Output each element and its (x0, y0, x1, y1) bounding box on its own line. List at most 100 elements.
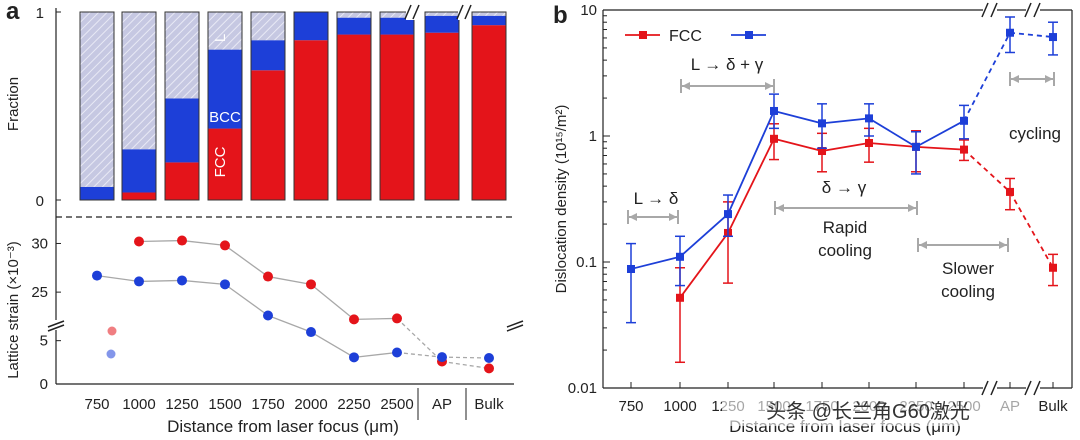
arrow-delta-gamma-head-r (908, 204, 916, 212)
bar-bcc-750 (80, 186, 114, 200)
strain-point-1-Bulk (484, 353, 494, 363)
bar-fcc-2000 (294, 40, 328, 201)
break-mark-b-3 (1033, 380, 1041, 396)
bar-liquid-2500 (380, 12, 414, 18)
x-tick-a-AP: AP (432, 396, 452, 413)
fraction-tick-0: 0 (36, 193, 44, 210)
disl-point-1-1000 (676, 252, 684, 261)
strain-line-seg-1-8 (396, 351, 443, 358)
disl-point-1-AP (1006, 28, 1014, 37)
disl-point-1-1750 (818, 119, 826, 128)
disl-point-1-Bulk (1049, 33, 1057, 42)
bar-outline-AP (424, 11, 460, 201)
strain-line-seg-0-7 (353, 317, 398, 321)
disl-line-seg-1-6 (868, 117, 917, 148)
disl-point-1-2250 (912, 142, 920, 151)
strain-line-seg-0-3 (181, 239, 226, 247)
x-tick-a-2500: 2500 (380, 396, 413, 413)
bar-label-fcc: FCC (212, 146, 229, 177)
strain-point-1-AP (437, 352, 447, 363)
strain-axis-label: Lattice strain (×10⁻³) (5, 241, 22, 379)
strain-point-0-2000 (306, 279, 316, 290)
watermark-bg (722, 396, 1022, 426)
arrow-delta-gamma-head-l (776, 204, 784, 212)
bar-fcc-1000 (122, 192, 156, 200)
bar-outline-1000 (121, 11, 157, 201)
strain-point-0-1750 (263, 271, 273, 282)
disl-line-seg-0-5 (821, 142, 870, 152)
strain-right-break-mark (506, 324, 524, 332)
x-tick-b-Bulk: Bulk (1038, 398, 1068, 415)
strain-line-seg-1-4 (224, 283, 269, 317)
disl-point-1-2500 (960, 116, 968, 125)
bar-label-bcc: BCC (209, 109, 241, 126)
bar-fcc-2250 (337, 34, 371, 201)
break-mark-a-top-1 (464, 4, 472, 20)
bar-liquid-2250 (337, 12, 371, 18)
disl-line-seg-1-3 (727, 110, 775, 215)
bar-bcc-1750 (251, 40, 285, 71)
arrow-slower-head-r (999, 241, 1007, 249)
break-mark-b-0 (990, 2, 998, 18)
strain-point-0-1250 (177, 235, 187, 246)
disl-point-0-Bulk (1049, 263, 1057, 272)
fraction-tick-1: 1 (36, 5, 44, 22)
strain-line-seg-0-5 (267, 275, 312, 285)
bar-liquid-AP (425, 12, 459, 16)
arrow-l-delta-head-r (669, 213, 677, 221)
disl-point-1-1500 (770, 106, 778, 115)
disl-line-seg-0-3 (727, 138, 775, 234)
bar-fcc-Bulk (472, 25, 506, 200)
strain-line-seg-1-1 (96, 274, 140, 283)
panel-label-b: b (553, 2, 568, 29)
strain-line-seg-0-8 (396, 317, 443, 362)
x-tick-b-1000: 1000 (663, 398, 696, 415)
bar-bcc-2500 (380, 17, 414, 35)
bar-outline-750 (79, 11, 115, 201)
strain-axis-break-gap (48, 320, 64, 330)
annotation-delta-gamma: δ → γ (822, 178, 867, 197)
strain-line-seg-0-2 (138, 239, 183, 243)
bar-liquid-Bulk (472, 12, 506, 16)
bar-liquid-1250 (165, 12, 199, 99)
bar-label-liquid: L (212, 34, 229, 42)
annotation-cycling: cycling (1009, 124, 1061, 143)
bar-bcc-Bulk (472, 15, 506, 26)
disl-point-0-AP (1006, 187, 1014, 196)
strain-tick-lower-1: 5 (40, 333, 48, 350)
arrow-l-delta-gamma-head-r (765, 82, 773, 90)
bar-outline-2250 (336, 11, 372, 201)
strain-point-1-750 (92, 270, 102, 281)
strain-tick-lower-0: 0 (40, 376, 48, 393)
bar-bcc-1500 (208, 49, 242, 129)
bar-outline-1250 (164, 11, 200, 201)
arrow-cycling-head-l (1011, 75, 1019, 83)
strain-point-1-1750 (263, 310, 273, 321)
bar-liquid-750 (80, 12, 114, 187)
strain-point-0-1500 (220, 240, 230, 251)
disl-point-1-750 (627, 264, 635, 273)
bar-fcc-1250 (165, 162, 199, 200)
bar-liquid-1000 (122, 12, 156, 150)
disl-line-seg-1-9 (1009, 31, 1054, 38)
bar-outline-1750 (250, 11, 286, 201)
bar-bcc-AP (425, 15, 459, 33)
disl-line-seg-1-7 (915, 120, 965, 148)
strain-point-1-1500 (220, 279, 230, 290)
disl-point-1-2000 (865, 114, 873, 123)
x-tick-a-1500: 1500 (208, 396, 241, 413)
annotation-l-delta: L → δ (634, 189, 679, 208)
strain-point-1-2000 (306, 327, 316, 338)
break-mark-b-1 (1033, 2, 1041, 18)
strain-line-seg-1-7 (353, 351, 398, 358)
x-tick-b-750: 750 (618, 398, 643, 415)
bar-liquid-1750 (251, 12, 285, 41)
x-tick-a-1750: 1750 (251, 396, 284, 413)
strain-line-seg-1-3 (181, 279, 226, 285)
bar-fcc-2500 (380, 34, 414, 201)
strain-point-0-Bulk (484, 363, 494, 374)
break-mark-a-top-0 (412, 4, 420, 20)
x-tick-a-Bulk: Bulk (474, 396, 504, 413)
disl-line-seg-0-4 (773, 137, 823, 152)
strain-tick-upper-0: 25 (31, 284, 48, 301)
